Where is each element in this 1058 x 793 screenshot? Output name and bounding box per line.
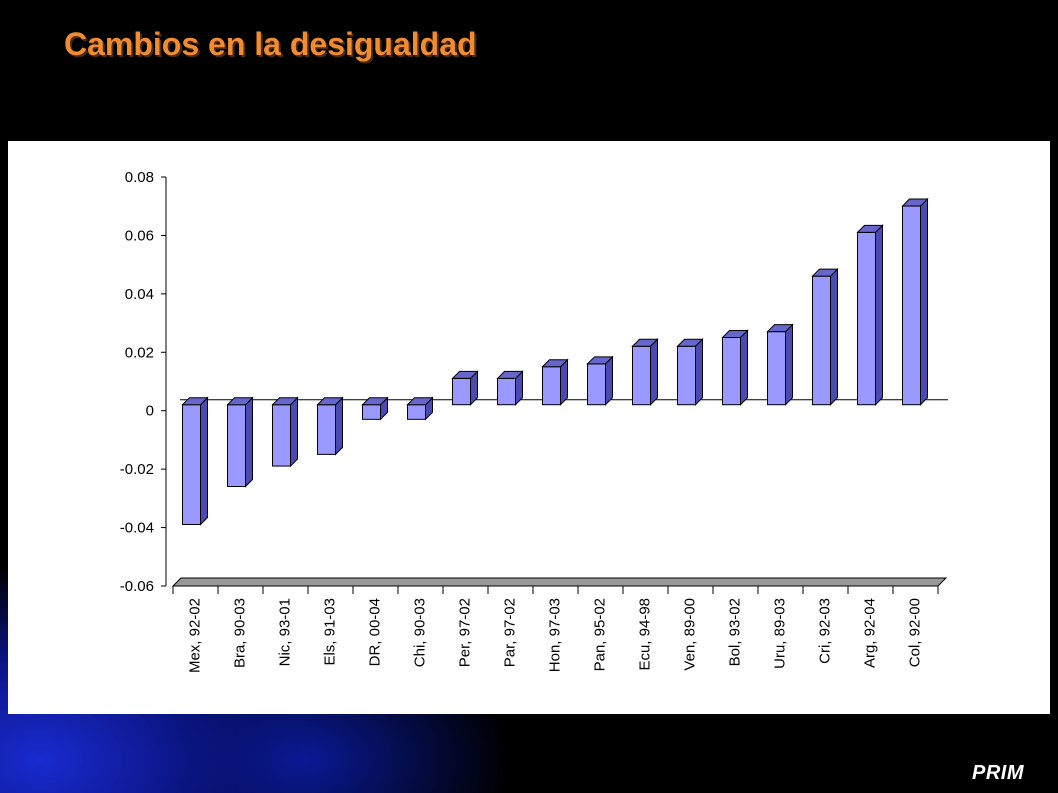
x-category-label: Cri, 92-03: [817, 598, 834, 664]
x-category-label: DR, 00-04: [367, 598, 384, 666]
bar: [362, 404, 381, 420]
bar-side: [695, 338, 703, 406]
x-category-label: Bra, 90-03: [232, 598, 249, 668]
x-category-label: Par, 97-02: [502, 598, 519, 667]
brand-logo: PRIM: [972, 762, 1024, 784]
y-tick-label: -0.06: [120, 578, 154, 595]
bar-top: [541, 359, 569, 368]
bar: [497, 377, 516, 406]
x-category-label: Bol, 93-02: [727, 598, 744, 666]
bar-top: [721, 330, 749, 339]
x-category-label: Ecu, 94-98: [637, 598, 654, 671]
bar-top: [901, 198, 929, 207]
x-category-label: Pan, 95-02: [592, 598, 609, 671]
bar: [902, 205, 921, 406]
x-category-label: Nic, 93-01: [277, 598, 294, 666]
y-tick-label: 0.08: [125, 169, 154, 186]
bar: [452, 377, 471, 406]
bar-top: [676, 338, 704, 347]
y-tick-label: -0.02: [120, 461, 154, 478]
bar-side: [200, 396, 208, 526]
bar: [812, 275, 831, 406]
x-category-label: Hon, 97-03: [547, 598, 564, 672]
bar: [767, 331, 786, 406]
x-category-label: Chi, 90-03: [412, 598, 429, 667]
bar-side: [560, 358, 568, 406]
x-category-label: Mex, 92-02: [187, 598, 204, 673]
bar-top: [181, 397, 209, 406]
bar-chart: 0.08 0.06 0.04 0.02 0 -0.02 -0.04 -0.06 Mex, 92-…: [120, 169, 948, 673]
bar-top: [226, 397, 254, 406]
bar: [227, 404, 246, 488]
y-tick-label: -0.04: [120, 520, 154, 537]
bar-top: [271, 397, 299, 406]
bar: [677, 345, 696, 406]
bar-side: [335, 396, 343, 456]
bar-side: [920, 197, 928, 406]
bar-side: [740, 329, 748, 406]
y-tick-label: 0.06: [125, 227, 154, 244]
bar: [272, 404, 291, 467]
bar-top: [631, 338, 659, 347]
bar-side: [830, 267, 838, 406]
bar-top: [586, 356, 614, 365]
bar-top: [316, 397, 344, 406]
bar: [317, 404, 336, 455]
bar: [542, 366, 561, 406]
bar-side: [875, 224, 883, 406]
slide-title: Cambios en la desigualdad: [64, 26, 477, 62]
bar-side: [605, 355, 613, 406]
bar-side: [245, 396, 253, 488]
x-category-label: Ven, 89-00: [682, 598, 699, 671]
bar-side: [290, 396, 298, 468]
x-category-label: Col, 92-00: [907, 598, 924, 667]
y-tick-label: 0.02: [125, 344, 154, 361]
y-tick-label: 0: [146, 403, 154, 420]
chart-panel: 0.08 0.06 0.04 0.02 0 -0.02 -0.04 -0.06 Mex, 92-…: [8, 141, 1050, 714]
chart-floor: [171, 577, 948, 587]
bar: [722, 337, 741, 406]
y-tick-label: 0.04: [125, 286, 154, 303]
x-category-label: Per, 97-02: [457, 598, 474, 667]
bar-top: [406, 397, 434, 406]
bar-top: [451, 370, 479, 379]
bar: [857, 231, 876, 406]
bar: [182, 404, 201, 525]
x-category-label: Uru, 89-03: [772, 598, 789, 669]
x-category-label: Arg, 92-04: [862, 598, 879, 668]
bar-side: [650, 338, 658, 406]
bar-top: [496, 370, 524, 379]
bar-top: [361, 397, 389, 406]
bar-top: [811, 268, 839, 277]
bar: [632, 345, 651, 406]
bar: [587, 363, 606, 406]
bar: [407, 404, 426, 420]
bar-side: [785, 323, 793, 406]
bar-top: [766, 324, 794, 333]
x-category-label: Els, 91-03: [322, 598, 339, 666]
bar-top: [856, 224, 884, 233]
